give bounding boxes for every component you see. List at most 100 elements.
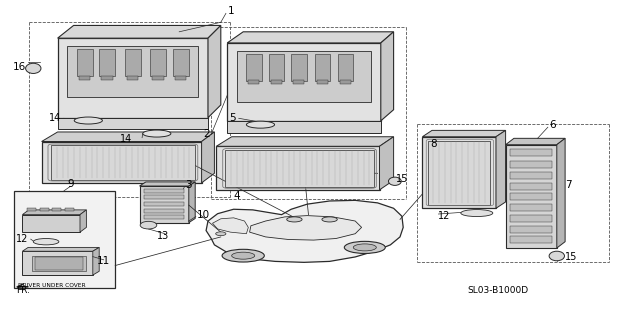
Text: 15: 15 <box>396 174 408 184</box>
Ellipse shape <box>461 210 493 217</box>
Polygon shape <box>216 137 394 146</box>
Ellipse shape <box>33 238 59 245</box>
Polygon shape <box>22 210 86 215</box>
Polygon shape <box>212 218 248 234</box>
Bar <box>510 236 552 243</box>
Ellipse shape <box>216 232 226 236</box>
Polygon shape <box>246 54 262 81</box>
Polygon shape <box>22 215 80 232</box>
Bar <box>144 209 184 213</box>
Polygon shape <box>422 137 496 208</box>
Polygon shape <box>506 145 557 248</box>
Polygon shape <box>250 216 362 240</box>
Polygon shape <box>381 32 394 121</box>
Polygon shape <box>22 251 93 275</box>
Polygon shape <box>150 49 166 76</box>
Text: 3: 3 <box>186 180 192 190</box>
Bar <box>510 204 552 211</box>
Bar <box>175 76 186 80</box>
Bar <box>79 76 90 80</box>
Bar <box>40 208 49 211</box>
Text: 5: 5 <box>229 113 236 123</box>
Polygon shape <box>42 132 214 142</box>
Bar <box>271 80 282 84</box>
Bar <box>510 226 552 233</box>
Polygon shape <box>338 54 353 81</box>
Bar <box>248 80 259 84</box>
Bar <box>225 150 374 187</box>
Polygon shape <box>269 54 284 81</box>
Polygon shape <box>140 186 189 223</box>
Polygon shape <box>227 121 381 133</box>
Bar <box>51 145 195 180</box>
Polygon shape <box>557 138 565 248</box>
Bar <box>144 215 184 219</box>
Polygon shape <box>58 25 221 38</box>
Polygon shape <box>496 130 506 208</box>
Text: 4: 4 <box>234 190 240 201</box>
Text: 11: 11 <box>97 256 111 266</box>
Text: 10: 10 <box>197 210 211 220</box>
Ellipse shape <box>388 177 401 185</box>
Polygon shape <box>202 132 214 183</box>
Bar <box>52 208 61 211</box>
Polygon shape <box>125 49 141 76</box>
Polygon shape <box>99 49 115 76</box>
Polygon shape <box>58 38 208 118</box>
Bar <box>510 161 552 168</box>
Ellipse shape <box>353 244 376 251</box>
Polygon shape <box>208 25 221 118</box>
Text: 6: 6 <box>549 120 556 130</box>
Text: FR.: FR. <box>16 287 30 295</box>
Text: 2: 2 <box>204 129 210 139</box>
Bar <box>27 208 36 211</box>
Polygon shape <box>422 130 506 137</box>
Ellipse shape <box>140 221 157 229</box>
Bar <box>152 76 164 80</box>
Text: 1: 1 <box>228 6 234 17</box>
Polygon shape <box>237 51 371 102</box>
Text: 14: 14 <box>49 113 61 123</box>
Bar <box>35 257 83 270</box>
Bar <box>14 191 115 288</box>
Text: 12: 12 <box>16 234 28 244</box>
Ellipse shape <box>549 251 564 261</box>
Bar <box>317 80 328 84</box>
Polygon shape <box>93 247 99 275</box>
Polygon shape <box>189 182 195 223</box>
Text: 13: 13 <box>157 231 169 241</box>
Text: DRIVER UNDER COVER: DRIVER UNDER COVER <box>18 283 86 288</box>
Text: 12: 12 <box>438 211 451 221</box>
Polygon shape <box>380 137 394 190</box>
Text: 15: 15 <box>564 252 577 262</box>
Ellipse shape <box>232 252 255 259</box>
Polygon shape <box>206 200 403 262</box>
Polygon shape <box>506 138 565 145</box>
Polygon shape <box>227 32 394 43</box>
Text: 7: 7 <box>565 180 572 190</box>
Bar <box>510 193 552 200</box>
Polygon shape <box>77 49 93 76</box>
Bar <box>510 172 552 179</box>
Bar <box>65 208 74 211</box>
Bar <box>127 76 138 80</box>
Ellipse shape <box>143 130 171 137</box>
Ellipse shape <box>74 117 102 124</box>
Polygon shape <box>42 142 202 183</box>
Polygon shape <box>58 118 208 129</box>
Polygon shape <box>140 182 195 186</box>
Polygon shape <box>173 49 189 76</box>
Bar <box>428 141 490 205</box>
Bar <box>293 80 304 84</box>
Bar <box>144 189 184 193</box>
Ellipse shape <box>344 241 385 253</box>
Bar <box>32 256 86 271</box>
Polygon shape <box>315 54 330 81</box>
Bar <box>340 80 351 84</box>
Text: 16: 16 <box>13 62 26 72</box>
Ellipse shape <box>246 121 275 128</box>
Bar <box>101 76 113 80</box>
Text: 8: 8 <box>430 139 436 149</box>
Text: SL03-B1000D: SL03-B1000D <box>467 287 529 295</box>
Bar <box>510 183 552 190</box>
